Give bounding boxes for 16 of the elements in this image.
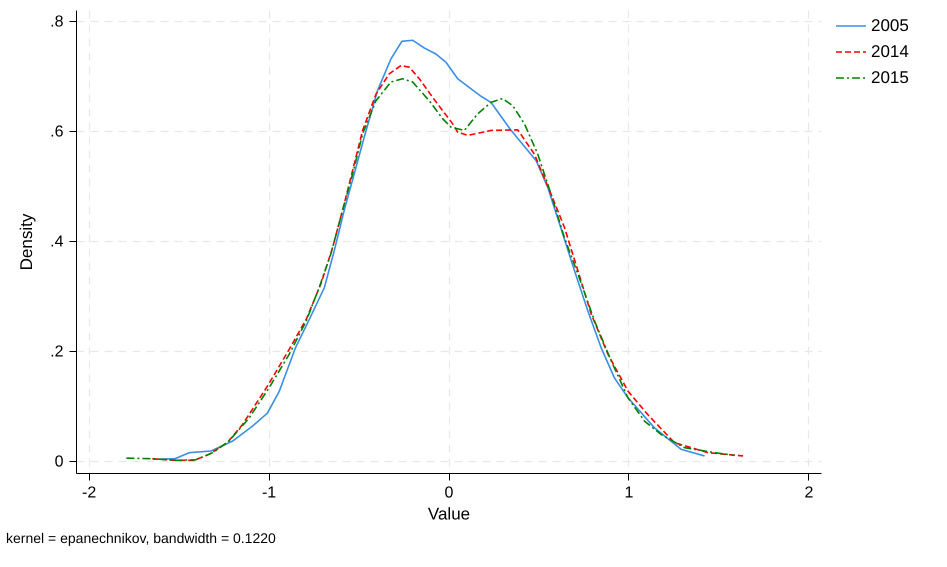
y-tick-label: .4 <box>50 233 64 250</box>
y-axis-title: Density <box>17 213 36 270</box>
legend-label: 2014 <box>871 42 909 61</box>
x-axis-title: Value <box>428 504 470 524</box>
x-tick-label: -1 <box>262 484 276 502</box>
y-tick-label: 0 <box>54 453 64 470</box>
x-tick-label: 0 <box>444 484 454 502</box>
y-tick-label: .6 <box>50 123 64 140</box>
x-tick-label: -2 <box>82 484 96 502</box>
legend-label: 2005 <box>871 16 909 35</box>
y-tick-label: .2 <box>50 343 64 360</box>
x-tick-label: 2 <box>804 484 814 502</box>
x-tick-label: 1 <box>624 484 634 502</box>
legend-label: 2015 <box>871 68 909 87</box>
text: kernel = epanechnikov, bandwidth = 0.1220 <box>6 530 276 546</box>
y-tick-label: .8 <box>50 14 64 30</box>
